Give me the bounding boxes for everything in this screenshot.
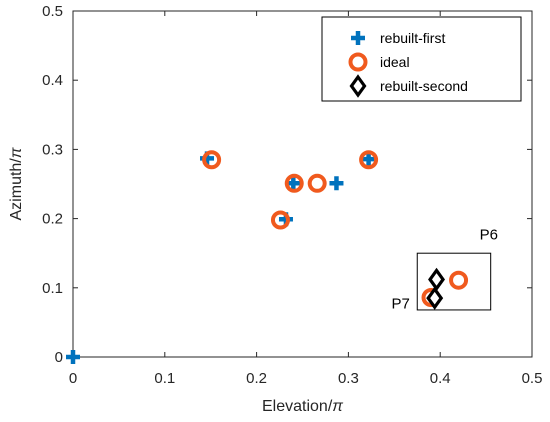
- highlight-box: [416, 252, 492, 311]
- data-point-rebuilt-second: [426, 286, 444, 310]
- legend: rebuilt-first ideal rebuilt-second: [321, 16, 522, 102]
- y-tick-label: 0.1: [42, 280, 63, 297]
- legend-label-rebuilt-second: rebuilt-second: [380, 78, 468, 94]
- y-tick-label: 0.4: [42, 72, 63, 89]
- data-point-ideal: [202, 150, 222, 170]
- series-ideal: [202, 150, 469, 307]
- data-point-rebuilt-first: [329, 176, 344, 191]
- data-point-rebuilt-first: [361, 152, 376, 167]
- x-tick-label: 0.5: [522, 370, 543, 387]
- x-axis-label: Elevation/π: [262, 398, 343, 415]
- data-point-ideal: [449, 270, 469, 290]
- legend-label-rebuilt-first: rebuilt-first: [380, 30, 445, 46]
- axes-frame: [72, 10, 533, 358]
- x-tick-label: 0.1: [154, 370, 175, 387]
- legend-marker-rebuilt-first: [351, 31, 365, 45]
- annotation-p6: P6: [480, 226, 498, 243]
- series-rebuilt-second: [426, 267, 446, 310]
- data-point-ideal: [284, 173, 304, 193]
- plot-area: 0 0.1 0.2 0.3 0.4 0.5 0 0.1 0.2 0.3 0.4 0.5 Elevatio…: [8, 3, 542, 415]
- y-tick-label: 0.2: [42, 211, 63, 228]
- legend-marker-rebuilt-second: [349, 74, 367, 98]
- y-tick-label: 0.5: [42, 3, 63, 20]
- annotation-p7: P7: [392, 296, 410, 313]
- legend-marker-ideal: [348, 52, 368, 72]
- legend-label-ideal: ideal: [380, 54, 410, 70]
- y-axis-label: Azimuth/π: [8, 147, 25, 220]
- data-point-rebuilt-first: [66, 350, 80, 364]
- data-point-ideal: [359, 150, 379, 170]
- x-tick-label: 0.4: [430, 370, 451, 387]
- data-point-ideal: [270, 210, 290, 230]
- data-point-ideal: [307, 173, 327, 193]
- y-tick-label: 0.3: [42, 141, 63, 158]
- y-tick-label: 0: [55, 349, 63, 366]
- x-tick-label: 0.3: [338, 370, 359, 387]
- x-tick-label: 0.2: [246, 370, 267, 387]
- data-point-rebuilt-second: [428, 267, 446, 292]
- x-tick-label: 0: [69, 370, 77, 387]
